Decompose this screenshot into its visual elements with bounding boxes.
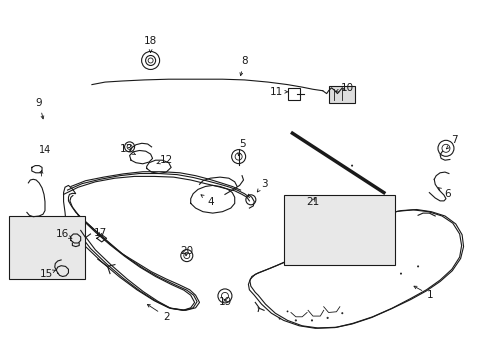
Text: 16: 16: [56, 229, 72, 239]
Text: 19: 19: [218, 297, 231, 307]
Text: 14: 14: [39, 145, 51, 156]
Text: 17: 17: [93, 228, 107, 238]
Text: 3: 3: [257, 179, 267, 192]
Circle shape: [383, 192, 384, 193]
Text: 5: 5: [238, 139, 245, 156]
Text: 1: 1: [413, 286, 433, 300]
Text: 13: 13: [119, 144, 135, 154]
Text: 18: 18: [143, 36, 157, 53]
Text: 15: 15: [40, 269, 56, 279]
Text: 4: 4: [201, 195, 213, 207]
Text: 12: 12: [157, 155, 173, 165]
Text: 9: 9: [36, 98, 44, 119]
Text: 11: 11: [269, 87, 288, 97]
FancyBboxPatch shape: [328, 86, 355, 103]
Text: 10: 10: [334, 83, 353, 93]
Text: 8: 8: [240, 56, 247, 76]
Text: 21: 21: [305, 197, 319, 207]
FancyBboxPatch shape: [283, 195, 394, 265]
Text: 2: 2: [147, 305, 169, 322]
Circle shape: [291, 132, 292, 134]
Text: 6: 6: [438, 188, 450, 199]
Text: 7: 7: [446, 135, 457, 149]
FancyBboxPatch shape: [9, 216, 84, 279]
Text: 20: 20: [180, 246, 193, 256]
